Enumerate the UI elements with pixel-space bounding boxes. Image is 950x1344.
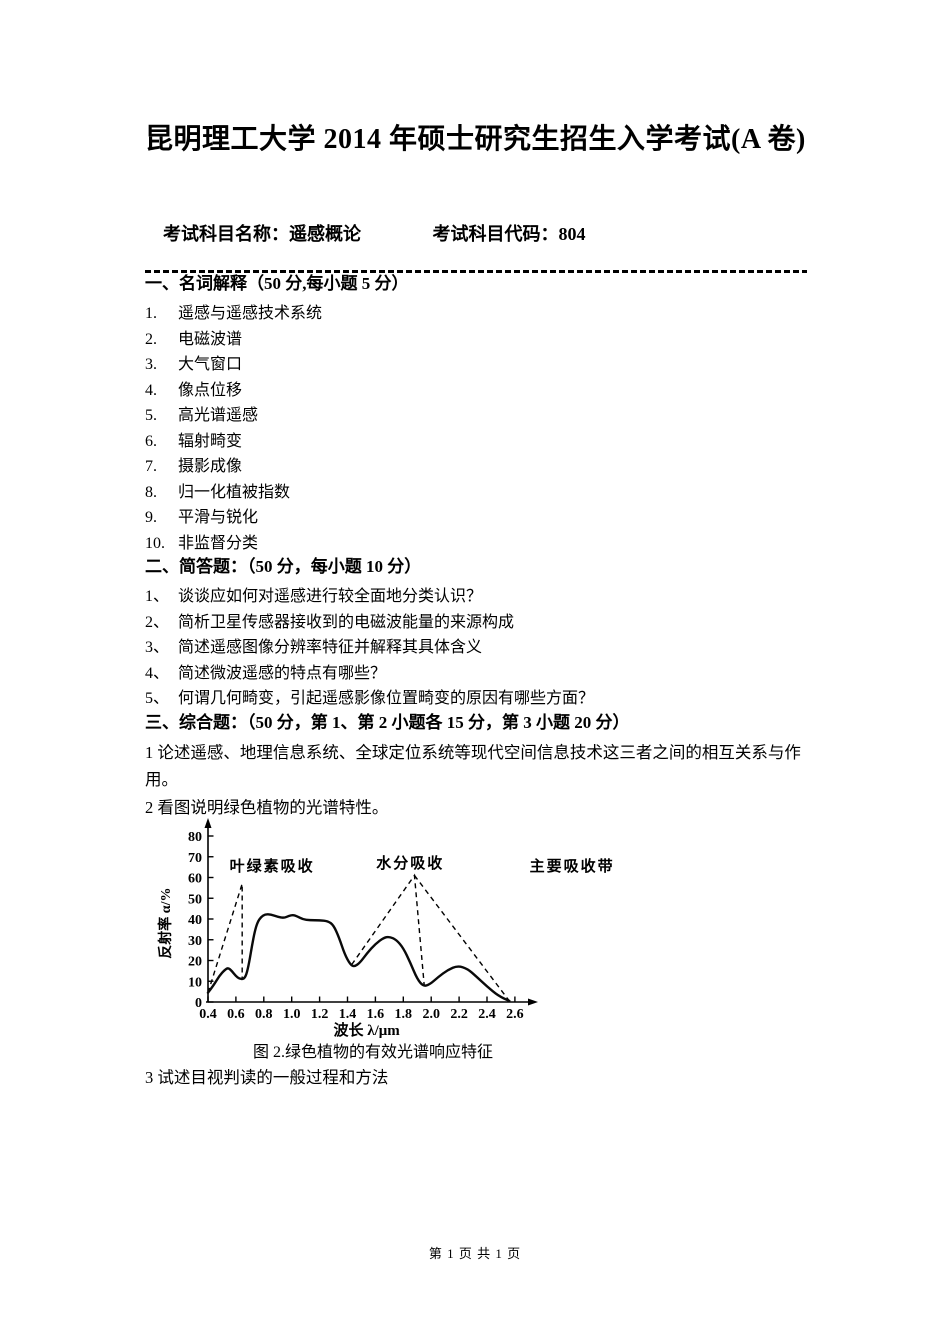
item-number: 1.	[145, 305, 157, 322]
x-tick-label: 2.2	[450, 1007, 468, 1022]
spectral-reflectance-chart: 0 10 20 30 40 50 60 70 80 0.4 0.6 0.8 1.0 1.2 1.4 1.6 1.…	[157, 818, 615, 1039]
x-tick-label: 0.8	[255, 1007, 272, 1022]
item-text: 何谓几何畸变，引起遥感影像位置畸变的原因有哪些方面？	[178, 690, 595, 707]
term-list-item: 10. 非监督分类	[145, 531, 807, 557]
page-title: 昆明理工大学 2014 年硕士研究生招生入学考试(A 卷)	[145, 124, 806, 155]
section2-question-list: 1、 谈谈应如何对遥感进行较全面地分类认识？ 2、 简析卫星传感器接收到的电磁波能量的…	[145, 584, 807, 712]
item-number: 4.	[145, 381, 157, 399]
section1-term-list: 1. 遥感与遥感技术系统 2. 电磁波谱 3. 大气窗口 4. 像点位移 5. 高光谱遥感 6. 辐射…	[145, 301, 807, 556]
x-tick-label: 1.0	[283, 1007, 301, 1022]
y-tick-label: 10	[188, 975, 202, 990]
page-footer: 第 1 页 共 1 页	[428, 1246, 522, 1261]
question-list-item: 2、 简析卫星传感器接收到的电磁波能量的来源构成	[145, 610, 807, 636]
item-text: 归一化植被指数	[178, 483, 291, 501]
subject-row: 考试科目名称：遥感概论 考试科目代码：804	[145, 220, 807, 246]
item-text: 谈谈应如何对遥感进行较全面地分类认识？	[178, 588, 483, 605]
subject-name-label: 考试科目名称：遥感概论	[163, 224, 361, 244]
item-number: 3、	[145, 639, 170, 656]
item-number: 1、	[145, 588, 170, 605]
question-list-item: 4、 简述微波遥感的特点有哪些？	[145, 661, 807, 687]
y-tick-label: 60	[188, 872, 202, 887]
item-number: 8.	[145, 483, 157, 501]
figure-2-chart: 0 10 20 30 40 50 60 70 80 0.4 0.6 0.8 1.0 1.2 1.4 1.6 1.…	[150, 815, 807, 1048]
x-tick-label: 1.4	[339, 1007, 357, 1022]
question-list-item: 1、 谈谈应如何对遥感进行较全面地分类认识？	[145, 584, 807, 610]
item-text: 遥感与遥感技术系统	[178, 305, 323, 322]
y-axis-title: 反射率 α/%	[157, 888, 174, 959]
y-axis-arrow-icon	[204, 818, 212, 828]
subject-code-label: 考试科目代码：804	[432, 224, 586, 244]
question-list-item: 5、 何谓几何畸变，引起遥感影像位置畸变的原因有哪些方面？	[145, 686, 807, 712]
item-text: 简述微波遥感的特点有哪些？	[178, 664, 387, 682]
item-text: 高光谱遥感	[178, 407, 259, 424]
y-tick-label: 0	[195, 996, 202, 1011]
item-text: 摄影成像	[178, 458, 243, 475]
y-tick-label: 20	[188, 955, 202, 970]
item-number: 6.	[145, 432, 157, 450]
section3-item1: 1 论述遥感、地理信息系统、全球定位系统等现代空间信息技术这三者之间的相互关系与…	[145, 742, 801, 790]
term-list-item: 1. 遥感与遥感技术系统	[145, 301, 807, 327]
term-list-item: 5. 高光谱遥感	[145, 403, 807, 429]
item-number: 5.	[145, 407, 157, 424]
y-tick-label: 80	[188, 830, 202, 845]
section1-heading: 一、名词解释（50 分,每小题 5 分）	[145, 274, 409, 293]
x-tick-label: 1.8	[395, 1007, 413, 1022]
chart-annotation: 水分吸收	[376, 854, 444, 872]
item-number: 2、	[145, 613, 170, 631]
x-tick-label: 1.2	[311, 1007, 329, 1022]
absorption-guide-line	[207, 883, 243, 993]
item-number: 2.	[145, 330, 157, 348]
x-tick-label: 2.0	[422, 1007, 440, 1022]
x-tick-label: 1.6	[367, 1007, 385, 1022]
item-text: 非监督分类	[178, 534, 259, 552]
y-tick-label: 30	[188, 934, 202, 949]
term-list-item: 9. 平滑与锐化	[145, 505, 807, 531]
x-axis-title: 波长 λ/μm	[334, 1021, 401, 1039]
item-text: 平滑与锐化	[178, 509, 259, 526]
item-number: 9.	[145, 509, 157, 526]
item-text: 电磁波谱	[178, 330, 243, 348]
x-tick-label: 2.6	[506, 1007, 524, 1022]
question-list-item: 3、 简述遥感图像分辨率特征并解释其具体含义	[145, 635, 807, 661]
item-number: 7.	[145, 458, 157, 475]
item-text: 简析卫星传感器接收到的电磁波能量的来源构成	[178, 613, 515, 631]
dashed-divider	[145, 270, 807, 273]
x-tick-label: 0.6	[227, 1007, 245, 1022]
section3-heading: 三、综合题：（50 分，第 1、第 2 小题各 15 分，第 3 小题 20 分…	[145, 712, 630, 732]
y-tick-label: 50	[188, 892, 202, 907]
item-text: 大气窗口	[178, 356, 243, 373]
item-number: 5、	[145, 690, 170, 707]
item-number: 4、	[145, 664, 170, 682]
y-tick-label: 70	[188, 851, 202, 866]
term-list-item: 3. 大气窗口	[145, 352, 807, 378]
y-tick-label: 40	[188, 913, 202, 928]
term-list-item: 2. 电磁波谱	[145, 327, 807, 353]
section2-heading: 二、简答题：（50 分，每小题 10 分）	[145, 557, 422, 576]
x-axis-arrow-icon	[528, 998, 538, 1006]
term-list-item: 7. 摄影成像	[145, 454, 807, 480]
chart-annotation: 叶绿素吸收	[230, 857, 315, 875]
x-tick-label: 2.4	[478, 1007, 496, 1022]
term-list-item: 6. 辐射畸变	[145, 429, 807, 455]
item-number: 3.	[145, 356, 157, 373]
chart-annotation: 主要吸收带	[530, 857, 615, 875]
item-text: 辐射畸变	[178, 432, 243, 450]
section3-item2: 2 看图说明绿色植物的光谱特性。	[145, 797, 389, 817]
term-list-item: 8. 归一化植被指数	[145, 480, 807, 506]
term-list-item: 4. 像点位移	[145, 378, 807, 404]
section3-item3: 3 试述目视判读的一般过程和方法	[145, 1068, 389, 1087]
x-tick-label: 0.4	[199, 1007, 217, 1022]
absorption-guide-line	[413, 875, 510, 1002]
absorption-guide-line	[351, 873, 425, 986]
item-text: 简述遥感图像分辨率特征并解释其具体含义	[178, 639, 483, 656]
page-content: 昆明理工大学 2014 年硕士研究生招生入学考试(A 卷) 考试科目名称：遥感概…	[145, 0, 807, 1092]
reflectance-curve	[206, 913, 511, 1003]
item-number: 10.	[145, 534, 165, 552]
item-text: 像点位移	[178, 381, 243, 399]
figure-caption: 图 2.绿色植物的有效光谱响应特征	[253, 1044, 494, 1061]
